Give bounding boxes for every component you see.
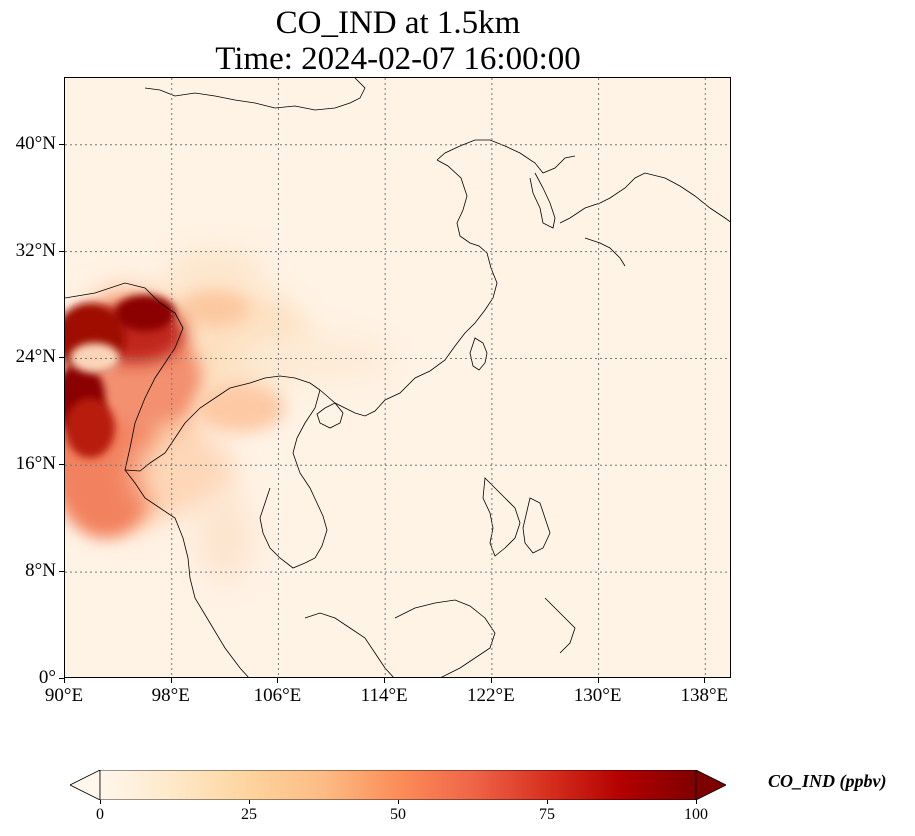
y-tick-label: 8°N bbox=[25, 560, 56, 582]
y-tick-mark bbox=[59, 464, 64, 466]
colorbar-tick-mark bbox=[398, 800, 399, 804]
colorbar-tick-mark bbox=[547, 800, 548, 804]
x-tick-label: 114°E bbox=[360, 685, 408, 706]
y-tick-mark bbox=[59, 678, 64, 679]
y-tick-label: 40°N bbox=[15, 132, 56, 154]
x-tick-label: 138°E bbox=[680, 685, 729, 706]
colorbar-label: CO_IND (ppbv) bbox=[768, 771, 887, 791]
colorbar-max-extend bbox=[695, 770, 726, 800]
y-tick-mark bbox=[59, 571, 64, 573]
colorbar bbox=[70, 770, 726, 800]
colorbar-tick-mark bbox=[249, 800, 250, 804]
x-tick-mark bbox=[384, 678, 386, 683]
x-tick-label: 106°E bbox=[253, 685, 302, 706]
y-tick-label: 24°N bbox=[15, 346, 56, 368]
x-tick-mark bbox=[704, 678, 706, 683]
x-tick-mark bbox=[277, 678, 279, 683]
map-title-line1: CO_IND at 1.5km bbox=[275, 5, 521, 41]
concentration-field bbox=[65, 248, 395, 583]
x-tick-label: 90°E bbox=[44, 685, 84, 706]
x-tick-mark bbox=[64, 678, 65, 683]
gridlines bbox=[65, 78, 730, 677]
colorbar-min-extend bbox=[70, 770, 101, 800]
x-tick-label: 98°E bbox=[151, 685, 190, 706]
y-tick-mark bbox=[59, 250, 64, 252]
map-title-line2: Time: 2024-02-07 16:00:00 bbox=[215, 41, 581, 77]
x-tick-label: 130°E bbox=[573, 685, 622, 706]
colorbar-gradient bbox=[99, 770, 697, 800]
colorbar-tick-label: 0 bbox=[96, 806, 104, 823]
y-tick-mark bbox=[59, 357, 64, 359]
colorbar-tick-label: 75 bbox=[539, 806, 555, 823]
x-tick-mark bbox=[490, 678, 492, 683]
x-tick-label: 122°E bbox=[467, 685, 515, 706]
x-tick-mark bbox=[597, 678, 599, 683]
y-tick-label: 16°N bbox=[15, 453, 56, 475]
y-tick-label: 0° bbox=[38, 667, 56, 688]
colorbar-tick-mark bbox=[696, 800, 697, 804]
colorbar-tick-label: 100 bbox=[684, 806, 708, 823]
map-canvas bbox=[65, 78, 730, 677]
colorbar-tick-mark bbox=[100, 800, 101, 804]
colorbar-tick-label: 50 bbox=[390, 806, 406, 823]
coastlines bbox=[65, 78, 730, 677]
y-tick-label: 32°N bbox=[15, 239, 56, 261]
x-tick-mark bbox=[170, 678, 172, 683]
map-panel bbox=[64, 77, 731, 678]
colorbar-tick-label: 25 bbox=[241, 806, 257, 823]
y-tick-mark bbox=[59, 143, 64, 145]
